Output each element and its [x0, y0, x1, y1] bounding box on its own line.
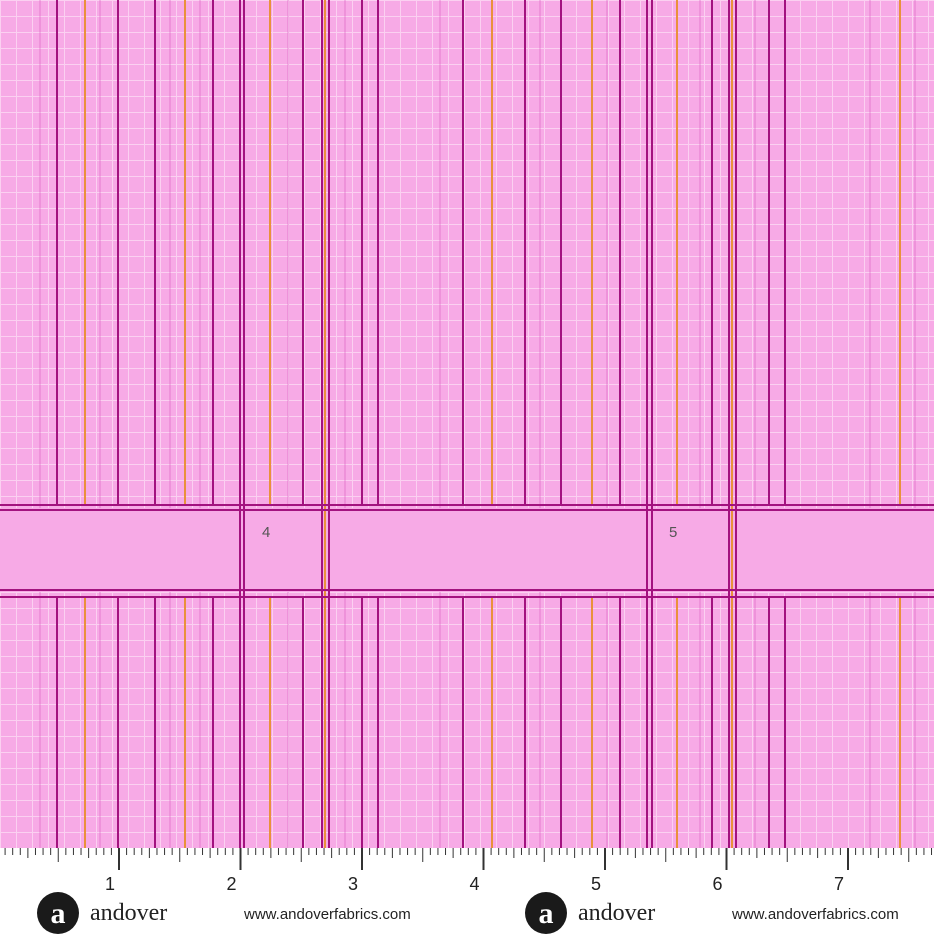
panel-label: 5: [669, 524, 677, 541]
brand-url: www.andoverfabrics.com: [731, 906, 899, 923]
ruler-number: 6: [712, 874, 722, 894]
ruler-number: 2: [226, 874, 236, 894]
fabric-grid: [0, 0, 934, 848]
panel-label: 4: [262, 524, 270, 541]
logo: a: [539, 897, 554, 930]
band: [0, 508, 934, 592]
ruler-number: 3: [348, 874, 358, 894]
logo-circle: [37, 892, 79, 934]
ruler-number: 7: [834, 874, 844, 894]
logo: a: [51, 897, 66, 930]
ruler-number: 1: [105, 874, 115, 894]
logo-circle: [525, 892, 567, 934]
ruler-number: 4: [469, 874, 479, 894]
brand-name: andover: [578, 900, 655, 926]
ruler: [0, 848, 934, 946]
ruler-number: 5: [591, 874, 601, 894]
brand-url: www.andoverfabrics.com: [243, 906, 411, 923]
brand-name: andover: [90, 900, 167, 926]
